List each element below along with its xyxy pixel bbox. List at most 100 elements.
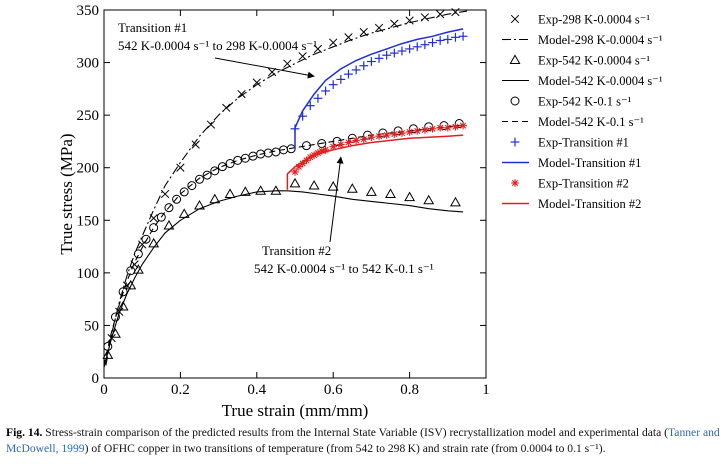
data-point-exp-transition-2: [382, 131, 391, 139]
plot-area: [102, 7, 468, 368]
data-point-exp-transition-1: [443, 35, 453, 44]
data-point-exp-transition-2: [398, 129, 406, 137]
legend-label-model-transition-2: Model-Transition #2: [538, 197, 641, 211]
legend: Exp-298 K-0.0004 s⁻¹ Model-298 K-0.0004 s…: [502, 13, 663, 211]
annotation-transition-2-arrow: [329, 156, 344, 243]
data-point-exp-transition-1: [374, 53, 384, 63]
data-point-exp-298-k-0-0004-s: [451, 7, 460, 17]
data-point-exp-transition-2: [367, 133, 376, 142]
y-tick-label: 300: [77, 56, 100, 72]
data-point-exp-transition-1: [382, 50, 392, 60]
data-point-exp-transition-1: [397, 46, 407, 56]
data-point-exp-542-k-0-0004-s: [449, 196, 461, 207]
legend-label-model-298-k-0-0004-s: Model-298 K-0.0004 s⁻¹: [538, 33, 663, 47]
series-line-model-298-k-0-0004-s: [105, 10, 467, 366]
annotation-transition-1-detail: 542 K-0.0004 s⁻¹ to 298 K-0.0004 s⁻¹: [118, 38, 317, 53]
annotation-transition-2-detail: 542 K-0.0004 s⁻¹ to 542 K-0.1 s⁻¹: [254, 261, 434, 276]
legend-swatch-exp-542-k-0-1-s: [510, 96, 520, 106]
data-point-exp-transition-2: [444, 123, 452, 132]
figure-caption: Fig. 14. Stress-strain comparison of the…: [6, 425, 722, 457]
y-tick-label: 200: [77, 161, 100, 177]
data-point-exp-542-k-0-0004-s: [239, 186, 251, 196]
stress-strain-figure: 0 0.2 0.4 0.6 0.8 1 0 50 100 150 200 250 300 350 True …: [57, 3, 663, 420]
data-point-exp-transition-1: [405, 44, 414, 54]
data-point-exp-542-k-0-1-s: [233, 155, 243, 165]
data-point-exp-transition-2: [413, 127, 422, 135]
data-point-exp-542-k-0-1-s: [210, 166, 220, 176]
series-line-model-transition-2: [286, 134, 464, 190]
data-point-exp-542-k-0-1-s: [217, 162, 227, 172]
series-markers-exp-298-k-0-0004-s: [107, 7, 460, 343]
series-line-model-542-k-0-0004-s: [103, 190, 464, 368]
x-tick-label: 0.4: [247, 382, 266, 398]
legend-label-model-542-k-0-1-s: Model-542 K-0.1 s⁻¹: [538, 115, 644, 129]
data-point-exp-542-k-0-1-s: [263, 148, 273, 158]
x-tick-label: 0.6: [324, 382, 343, 398]
legend-label-exp-542-k-0-0004-s: Exp-542 K-0.0004 s⁻¹: [538, 54, 650, 68]
data-point-exp-transition-1: [389, 48, 399, 58]
data-point-exp-transition-2: [436, 123, 444, 132]
x-tick-label: 0.8: [400, 382, 419, 398]
legend-label-exp-transition-1: Exp-Transition #1: [538, 136, 629, 150]
annotation-transition-1-arrow: [214, 57, 315, 79]
annotation-transition-1-title: Transition #1: [118, 20, 187, 35]
data-point-exp-542-k-0-1-s: [103, 341, 113, 351]
data-point-exp-transition-2: [421, 126, 429, 134]
data-point-exp-542-k-0-1-s: [179, 187, 189, 197]
data-point-exp-transition-2: [329, 142, 337, 151]
series-markers-exp-transition-2: [291, 121, 467, 176]
data-point-exp-transition-1: [458, 31, 468, 41]
data-point-exp-298-k-0-0004-s: [267, 67, 277, 77]
data-point-exp-transition-2: [405, 128, 414, 136]
data-point-exp-542-k-0-0004-s: [423, 194, 435, 205]
data-point-exp-542-k-0-0004-s: [102, 349, 114, 359]
plot-frame: [103, 9, 487, 379]
data-point-exp-542-k-0-0004-s: [365, 186, 377, 196]
legend-swatch-exp-transition-2: [511, 179, 519, 187]
series-markers-exp-542-k-0-0004-s: [102, 177, 461, 359]
data-point-exp-298-k-0-0004-s: [252, 78, 261, 87]
y-tick-label: 100: [77, 266, 100, 282]
data-point-exp-transition-1: [313, 93, 323, 103]
data-point-exp-298-k-0-0004-s: [405, 16, 414, 25]
data-point-exp-transition-1: [336, 74, 346, 84]
legend-label-exp-298-k-0-0004-s: Exp-298 K-0.0004 s⁻¹: [538, 13, 650, 27]
data-point-exp-transition-1: [428, 38, 437, 47]
annotation-transition-2-title: Transition #2: [262, 243, 331, 258]
data-point-exp-transition-1: [451, 32, 460, 42]
data-point-exp-298-k-0-0004-s: [237, 89, 246, 99]
data-point-exp-transition-2: [459, 121, 467, 130]
data-point-exp-transition-2: [337, 140, 345, 149]
data-point-exp-542-k-0-0004-s: [163, 219, 175, 230]
data-point-exp-542-k-0-1-s: [172, 194, 182, 204]
data-point-exp-transition-1: [412, 42, 422, 52]
legend-swatch-exp-298-k-0-0004-s: [510, 14, 520, 24]
data-point-exp-542-k-0-0004-s: [404, 191, 416, 202]
data-point-exp-transition-2: [375, 132, 383, 140]
data-point-exp-542-k-0-0004-s: [224, 188, 236, 198]
legend-swatch-exp-542-k-0-0004-s: [509, 54, 521, 64]
data-point-exp-542-k-0-1-s: [110, 312, 120, 322]
data-point-exp-542-k-0-1-s: [156, 212, 166, 222]
y-tick-label: 150: [77, 213, 100, 229]
y-axis-label: True stress (MPa): [57, 133, 76, 254]
data-point-exp-542-k-0-1-s: [164, 203, 174, 213]
data-point-exp-542-k-0-0004-s: [327, 181, 339, 191]
legend-label-exp-542-k-0-1-s: Exp-542 K-0.1 s⁻¹: [538, 95, 632, 109]
data-point-exp-542-k-0-0004-s: [308, 179, 320, 190]
data-point-exp-transition-1: [321, 86, 330, 96]
data-point-exp-542-k-0-0004-s: [125, 279, 137, 290]
y-tick-label: 50: [84, 318, 99, 334]
data-point-exp-542-k-0-1-s: [126, 266, 136, 276]
data-point-exp-298-k-0-0004-s: [176, 163, 185, 172]
caption-reference-link[interactable]: Tanner and McDowell, 1999: [6, 426, 720, 455]
data-point-exp-transition-1: [420, 40, 430, 50]
data-point-exp-542-k-0-0004-s: [289, 177, 301, 188]
data-point-exp-transition-2: [291, 168, 299, 176]
data-point-exp-transition-1: [359, 61, 369, 71]
x-tick-label: 1: [482, 382, 490, 398]
data-point-exp-542-k-0-0004-s: [132, 264, 144, 274]
data-point-exp-542-k-0-1-s: [195, 174, 204, 184]
x-tick-label: 0: [100, 382, 108, 398]
y-tick-label: 350: [77, 3, 100, 19]
